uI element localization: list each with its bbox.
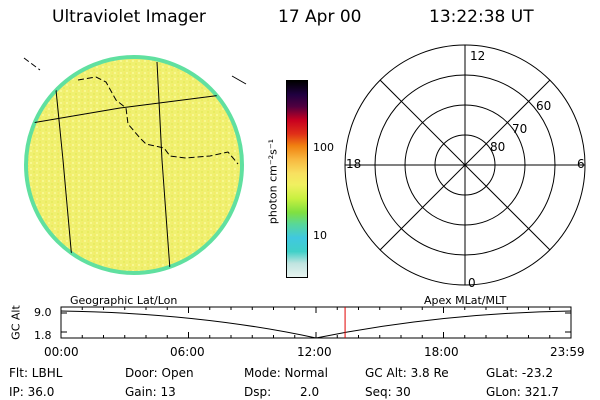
status-dsp-label: Dsp: [244, 385, 272, 399]
time-label: 13:22:38 UT [429, 7, 534, 27]
time-label-0000: 00:00 [44, 345, 79, 359]
earth-rim [24, 55, 244, 275]
time-label-0600: 06:00 [170, 345, 205, 359]
lat-lon-grid [26, 61, 242, 271]
status-gc-alt: GC Alt: 3.8 Re [365, 366, 449, 380]
timeline-ticks [81, 307, 551, 338]
instrument-title: Ultraviolet Imager [52, 7, 206, 27]
lat-label-80: 80 [490, 140, 505, 154]
status-mode: Mode: Normal [244, 366, 328, 380]
meridian-line [54, 79, 73, 261]
timeline-y-top: 9.0 [34, 306, 52, 319]
lat-label-70: 70 [512, 122, 527, 136]
parallel-line [26, 91, 242, 126]
status-seq: Seq: 30 [365, 385, 411, 399]
status-glon: GLon: 321.7 [486, 385, 559, 399]
color-bar [286, 80, 308, 278]
date-label: 17 Apr 00 [278, 7, 362, 27]
mlt-label-12: 12 [470, 49, 485, 63]
status-gain: Gain: 13 [125, 385, 176, 399]
timeline-y-bottom: 1.8 [34, 329, 52, 342]
mlt-label-6: 6 [577, 157, 585, 171]
colorbar-tick-10: 10 [313, 229, 327, 242]
mlt-label-18: 18 [346, 157, 361, 171]
lat-label-60: 60 [536, 99, 551, 113]
altitude-curve [60, 310, 572, 339]
earth-disk [26, 57, 242, 273]
colorbar-tick-100: 100 [313, 141, 334, 154]
status-ip: IP: 36.0 [9, 385, 55, 399]
mlt-label-0: 0 [468, 276, 476, 290]
polar-diagonal [379, 79, 551, 251]
status-door: Door: Open [125, 366, 194, 380]
status-filter: Flt: LBHL [9, 366, 63, 380]
timeline-right-label: Apex MLat/MLT [424, 294, 507, 307]
time-label-1200: 12:00 [297, 345, 332, 359]
meridian-line [156, 61, 171, 271]
time-label-2359: 23:59 [550, 345, 585, 359]
status-glat: GLat: -23.2 [486, 366, 553, 380]
time-label-1800: 18:00 [424, 345, 459, 359]
timeline-left-label: Geographic Lat/Lon [70, 294, 178, 307]
coastline [23, 57, 239, 165]
status-dsp-value: 2.0 [300, 385, 320, 399]
